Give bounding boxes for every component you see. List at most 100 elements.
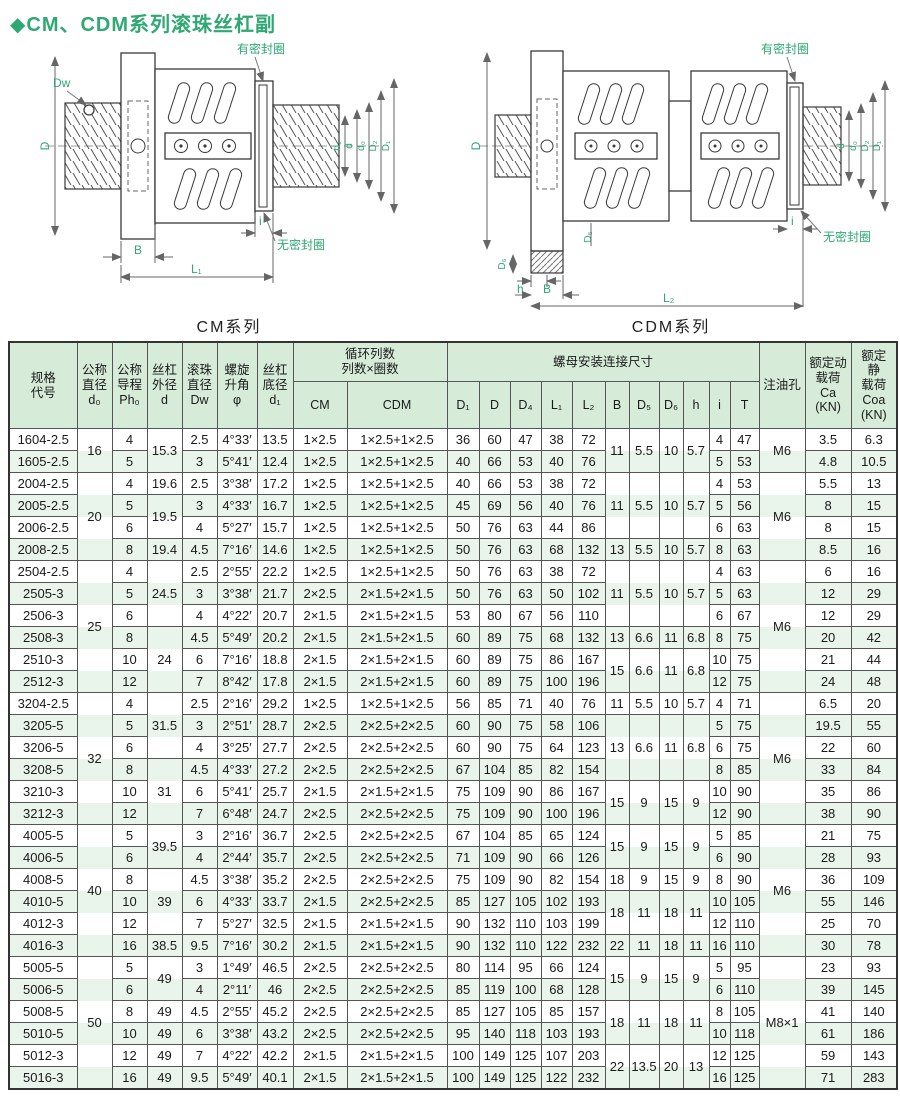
- header-cell: B: [604, 381, 630, 429]
- header-cell: 丝杠 底径 d₁: [256, 341, 294, 429]
- data-cell: 128: [571, 978, 606, 1001]
- data-cell: 4: [181, 604, 218, 627]
- data-cell: 2×1.5+2×1.5: [346, 604, 448, 627]
- data-cell: 56: [540, 604, 573, 627]
- data-cell: 2×2.5: [292, 846, 348, 869]
- data-cell: 19.4: [146, 538, 183, 561]
- data-cell: 75: [729, 714, 760, 737]
- data-cell: 6: [111, 978, 148, 1001]
- data-cell: 2505-3: [8, 582, 78, 605]
- data-cell: 12: [111, 912, 148, 935]
- data-cell: 3: [181, 824, 218, 847]
- data-cell: 118: [729, 1022, 760, 1045]
- header-cell: 公称 直径 d₀: [76, 341, 113, 429]
- data-cell: 100: [540, 670, 573, 693]
- data-cell: 13.5: [256, 428, 294, 451]
- data-cell: 146: [850, 890, 898, 913]
- data-cell: 15: [604, 956, 630, 1001]
- dim-label-L2: L₂: [663, 291, 675, 305]
- data-cell: 23: [804, 956, 852, 979]
- header-row: 规格 代号 公称 直径 d₀ 公称 导程 Ph₀ 丝杠 外径 d 滚珠 直径 Dw 螺旋 …: [8, 341, 898, 429]
- data-cell: 24.5: [146, 560, 183, 627]
- data-cell: 46: [256, 978, 294, 1001]
- data-cell: 3: [181, 494, 218, 517]
- data-cell: 12.4: [256, 450, 294, 473]
- ball-detail: [83, 104, 95, 116]
- data-cell: 5°49′: [216, 1066, 258, 1090]
- data-cell: 149: [478, 1044, 511, 1067]
- data-cell: 2.5: [181, 692, 218, 715]
- data-cell: 3: [181, 582, 218, 605]
- data-cell: 85: [540, 1000, 573, 1023]
- dim-label-D: D: [38, 141, 52, 150]
- data-cell: 1×2.5+1×2.5: [346, 560, 448, 583]
- data-cell: 3°25′: [216, 736, 258, 759]
- data-cell: 2008-2.5: [8, 538, 78, 561]
- data-cell: 40: [540, 494, 573, 517]
- data-cell: 95: [729, 956, 760, 979]
- data-cell: 60: [850, 736, 898, 759]
- data-cell: 5010-5: [8, 1022, 78, 1045]
- data-cell: 6: [708, 516, 731, 539]
- seal-ring: [258, 84, 268, 208]
- data-cell: 2×2.5+2×2.5: [346, 846, 448, 869]
- data-cell: 132: [478, 934, 511, 957]
- data-cell: 1×2.5: [292, 560, 348, 583]
- data-cell: 38: [804, 802, 852, 825]
- data-cell: 64: [540, 736, 573, 759]
- data-cell: 25: [804, 912, 852, 935]
- header-cell: CM: [292, 381, 348, 429]
- header-cell: 额定 静 载荷 Coa (KN): [850, 341, 898, 429]
- data-cell: 5008-5: [8, 1000, 78, 1023]
- data-cell: 36: [804, 868, 852, 891]
- data-cell: 1×2.5+1×2.5: [346, 450, 448, 473]
- data-cell: 93: [850, 956, 898, 979]
- data-cell: 4: [708, 692, 731, 715]
- data-cell: 167: [571, 648, 606, 671]
- spec-row: 3205-5 5 3 2°51′ 28.7 2×2.5 2×2.5+2×2.5 60 90 75 5…: [8, 714, 898, 781]
- data-cell: 12: [111, 1044, 148, 1067]
- data-cell: 154: [571, 758, 606, 781]
- data-cell: 1605-2.5: [8, 450, 78, 473]
- data-cell: 43.2: [256, 1022, 294, 1045]
- data-cell: 90: [446, 934, 480, 957]
- data-cell: 20: [804, 626, 852, 649]
- data-cell: 3204-2.5: [8, 692, 78, 715]
- data-cell: 38: [540, 560, 573, 583]
- data-cell: 16: [708, 934, 731, 957]
- header-cell: h: [682, 381, 710, 429]
- data-cell: 7°16′: [216, 538, 258, 561]
- data-cell: M6: [758, 824, 806, 957]
- spec-row: 2008-2.5 8 19.4 4.5 7°16′ 14.6 1×2.5 1×2.5+1×2.…: [8, 538, 898, 561]
- spec-row: 2005-2.5 5 19.5 3 4°33′ 16.7 1×2.5 1×2.5+1×2.5 4…: [8, 494, 898, 539]
- data-cell: 53: [509, 472, 542, 495]
- seal-callouts: 有密封圈 无密封圈: [237, 41, 325, 252]
- data-cell: 15: [658, 868, 684, 891]
- data-cell: 1×2.5: [292, 692, 348, 715]
- dim-label-i: i: [791, 214, 794, 228]
- data-cell: 5012-3: [8, 1044, 78, 1067]
- data-cell: 70: [850, 912, 898, 935]
- data-cell: 63: [509, 560, 542, 583]
- data-cell: 4.5: [181, 626, 218, 649]
- data-cell: 4: [111, 692, 148, 715]
- flange: [120, 52, 156, 240]
- data-cell: 93: [850, 846, 898, 869]
- data-cell: 63: [509, 538, 542, 561]
- data-cell: 82: [540, 868, 573, 891]
- data-cell: 5: [111, 450, 148, 473]
- dim-label-D1: D₁: [381, 140, 392, 151]
- data-cell: 56: [446, 692, 480, 715]
- data-cell: 3.5: [804, 428, 852, 451]
- data-cell: 3°38′: [216, 472, 258, 495]
- spec-row: 2004-2.5 20 4 19.6 2.5 3°38′ 17.2 1×2.5 1×2.5+1×…: [8, 472, 898, 561]
- seal-ring: [789, 86, 800, 206]
- data-cell: 35: [804, 780, 852, 803]
- header-cell: 公称 导程 Ph₀: [111, 341, 148, 429]
- data-cell: 9: [628, 956, 660, 1001]
- data-cell: 21: [804, 824, 852, 847]
- data-cell: 2×2.5: [292, 978, 348, 1001]
- spec-table-wrap: 规格 代号 公称 直径 d₀ 公称 导程 Ph₀ 丝杠 外径 d 滚珠 直径 Dw 螺旋 …: [8, 341, 899, 1090]
- seal-callouts: 有密封圈 无密封圈: [761, 41, 871, 244]
